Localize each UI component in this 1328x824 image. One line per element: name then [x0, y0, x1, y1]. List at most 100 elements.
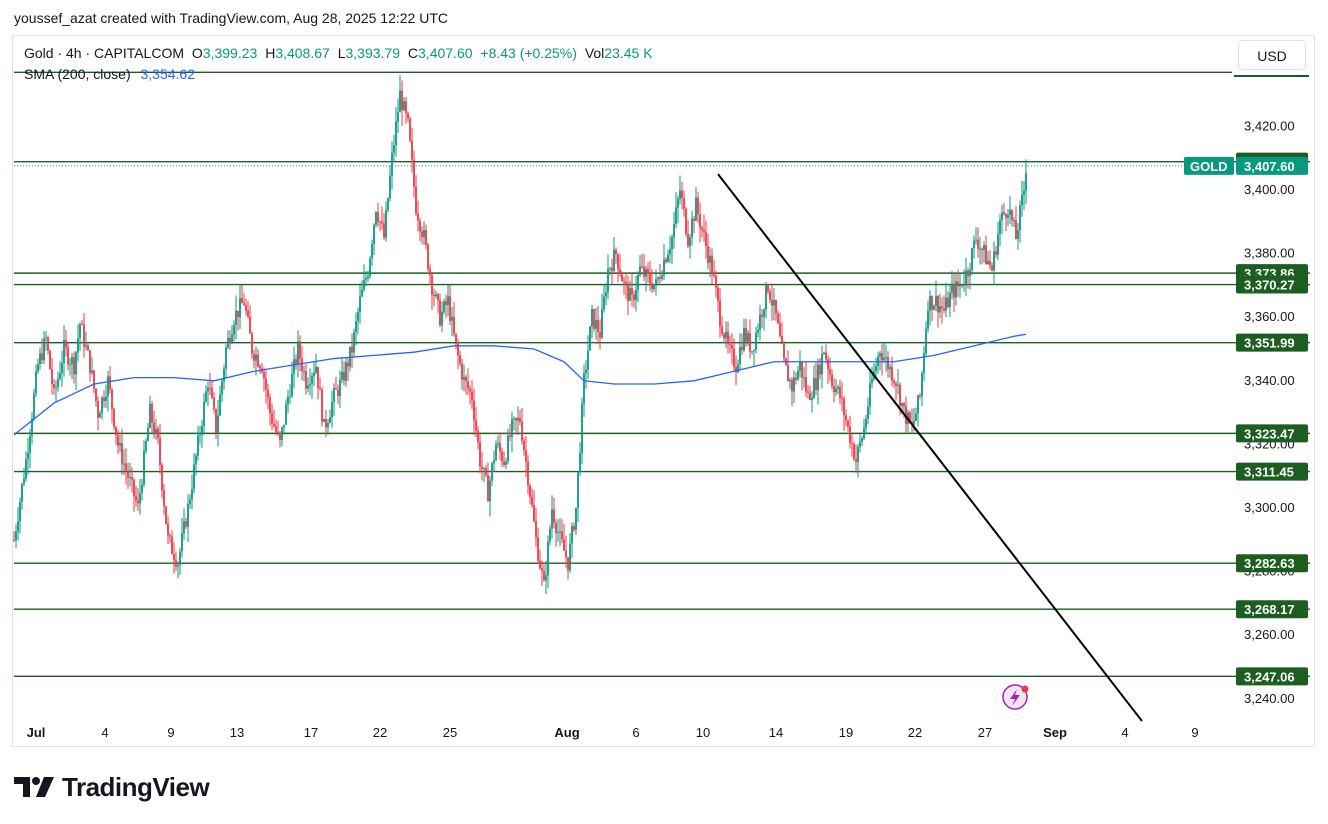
level-price-tag[interactable] [1236, 554, 1308, 573]
candle-body [147, 427, 149, 442]
candle-body [617, 254, 619, 270]
chart-frame[interactable] [12, 35, 1315, 747]
candle-body [749, 333, 751, 352]
candle-body [993, 251, 995, 271]
candle-body [211, 387, 213, 398]
candle-body [123, 463, 125, 465]
legend-symbol[interactable]: Gold · 4h · CAPITALCOM [24, 45, 185, 61]
candle-body [799, 361, 801, 371]
candle-body [489, 480, 491, 502]
candle-body [263, 372, 265, 379]
candle-body [451, 316, 453, 321]
candle-body [367, 276, 369, 279]
candle-body [795, 377, 797, 380]
candle-body [563, 539, 565, 551]
candle-body [173, 553, 175, 561]
candle-body [327, 423, 329, 428]
candle-body [377, 212, 379, 222]
level-price-tag[interactable] [1236, 275, 1308, 294]
candle-body [107, 376, 109, 397]
candle-body [425, 230, 427, 245]
candle-body [1011, 209, 1013, 221]
candle-body [103, 397, 105, 401]
candle-body [383, 223, 385, 238]
candle-body [857, 446, 859, 462]
candle-body [903, 403, 905, 407]
candle-body [515, 418, 517, 421]
trendline[interactable] [717, 173, 1143, 722]
current-price-tag[interactable] [1236, 156, 1308, 175]
candle-body [545, 575, 547, 581]
candle-body [469, 388, 471, 392]
candle-body [817, 364, 819, 390]
candle-body [1023, 190, 1025, 195]
candle-body [775, 299, 777, 314]
candle-body [1021, 194, 1023, 206]
level-price-tag[interactable] [1236, 667, 1308, 686]
candle-body [731, 344, 733, 349]
candle-body [933, 305, 935, 310]
candle-body [891, 366, 893, 381]
candle-body [245, 304, 247, 311]
candle-body [869, 383, 871, 407]
candle-body [687, 233, 689, 247]
candle-body [997, 234, 999, 255]
candle-body [713, 274, 715, 277]
candle-body [701, 227, 703, 231]
candle-body [119, 443, 121, 446]
candle-body [355, 321, 357, 333]
candle-body [721, 326, 723, 334]
candle-body [605, 292, 607, 297]
level-price-tag[interactable] [1236, 424, 1308, 443]
candle-body [341, 371, 343, 380]
candle-body [441, 311, 443, 326]
candle-body [755, 332, 757, 350]
level-price-tag[interactable] [1236, 600, 1308, 619]
legend-open: 3,399.23 [202, 45, 258, 61]
x-tick-label: 22 [908, 725, 922, 740]
symbol-tag[interactable] [1184, 156, 1234, 175]
candle-body [547, 541, 549, 576]
y-tick-label: 3,380.00 [1244, 246, 1295, 261]
candle-body [623, 281, 625, 283]
candle-body [507, 435, 509, 462]
candle-body [973, 240, 975, 249]
candle-body [183, 521, 185, 534]
candle-body [353, 332, 355, 353]
candle-body [169, 535, 171, 537]
candle-body [133, 479, 135, 497]
level-price-tag[interactable] [1236, 462, 1308, 481]
candle-body [825, 352, 827, 360]
sma-line[interactable] [13, 333, 1027, 436]
candle-body [787, 365, 789, 382]
candle-body [465, 376, 467, 382]
candle-body [227, 337, 229, 348]
candle-body [419, 220, 421, 232]
candle-body [599, 331, 601, 338]
candle-body [725, 331, 727, 339]
currency-button[interactable]: USD [1238, 40, 1306, 70]
candle-body [231, 334, 233, 343]
candle-body [1017, 230, 1019, 240]
candle-body [975, 239, 977, 241]
candle-body [1005, 214, 1007, 218]
candle-body [63, 340, 65, 363]
x-tick-label: 22 [373, 725, 387, 740]
candle-body [535, 521, 537, 538]
candle-body [223, 368, 225, 382]
candle-body [463, 376, 465, 380]
candle-body [805, 377, 807, 392]
candle-body [649, 274, 651, 284]
candle-body [815, 377, 817, 390]
tradingview-brand[interactable]: TradingView [14, 770, 210, 804]
x-tick-label: 13 [230, 725, 244, 740]
legend-vol-label: Vol [584, 45, 605, 61]
candle-body [447, 296, 449, 306]
sma-legend[interactable]: SMA (200, close) 3,354.62 [24, 66, 195, 82]
candle-body [279, 432, 281, 441]
candle-body [265, 378, 267, 390]
candle-body [121, 443, 123, 465]
level-price-tag[interactable] [1236, 333, 1308, 352]
candle-body [201, 426, 203, 435]
